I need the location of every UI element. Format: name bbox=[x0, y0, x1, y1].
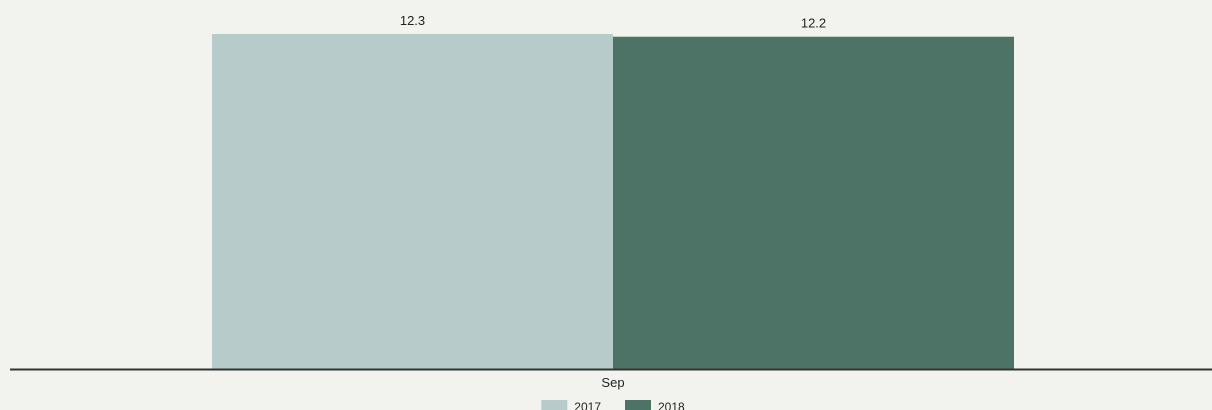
legend-label-2018: 2018 bbox=[658, 400, 685, 410]
value-labels-layer: 12.3 12.2 bbox=[400, 13, 826, 31]
legend-item-2018: 2018 bbox=[625, 400, 685, 410]
value-label-2017: 12.3 bbox=[400, 13, 425, 28]
legend-label-2017: 2017 bbox=[574, 400, 601, 410]
x-tick-labels: Sep bbox=[601, 375, 624, 390]
value-label-2018: 12.2 bbox=[801, 16, 826, 31]
x-tick-label: Sep bbox=[601, 375, 624, 390]
legend-item-2017: 2017 bbox=[541, 400, 601, 410]
bar-2017-Sep bbox=[212, 34, 613, 369]
legend: 2017 2018 bbox=[541, 400, 685, 410]
bar-2018-Sep bbox=[613, 36, 1014, 370]
legend-swatch-2018 bbox=[625, 400, 651, 410]
bars-layer bbox=[212, 34, 1014, 370]
legend-swatch-2017 bbox=[541, 400, 568, 410]
